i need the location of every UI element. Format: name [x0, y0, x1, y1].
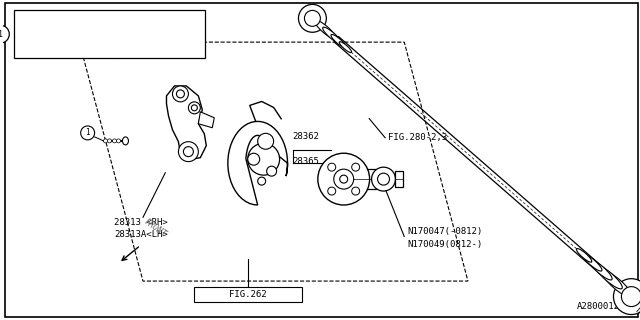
Text: 28313 <RH>: 28313 <RH> — [115, 218, 168, 227]
Circle shape — [305, 10, 321, 26]
Polygon shape — [228, 122, 287, 205]
Circle shape — [267, 166, 276, 176]
Circle shape — [352, 163, 360, 171]
Circle shape — [614, 279, 640, 315]
Text: FIG.262: FIG.262 — [229, 290, 267, 299]
Bar — [14, 10, 205, 58]
Bar — [396, 171, 403, 187]
Text: FRONT: FRONT — [143, 218, 168, 239]
Circle shape — [318, 153, 369, 205]
Circle shape — [113, 139, 116, 143]
Ellipse shape — [331, 35, 346, 48]
Circle shape — [333, 169, 354, 189]
Ellipse shape — [595, 265, 622, 289]
Text: ( -1201): ( -1201) — [138, 18, 181, 27]
Bar — [348, 169, 376, 189]
Circle shape — [340, 175, 348, 183]
Polygon shape — [198, 112, 214, 128]
Text: 1: 1 — [0, 30, 3, 39]
Circle shape — [177, 90, 184, 98]
Ellipse shape — [122, 137, 129, 145]
Text: M000238: M000238 — [45, 18, 83, 27]
Text: FIG.262: FIG.262 — [229, 292, 267, 301]
Circle shape — [116, 139, 120, 143]
Text: M000409: M000409 — [45, 42, 83, 51]
Circle shape — [172, 86, 188, 102]
Circle shape — [0, 25, 10, 43]
Circle shape — [248, 153, 260, 165]
Circle shape — [188, 102, 200, 114]
Circle shape — [378, 173, 390, 185]
Text: 28313A<LH>: 28313A<LH> — [115, 230, 168, 239]
Polygon shape — [166, 86, 206, 160]
Text: <1201- >: <1201- > — [138, 42, 181, 51]
Circle shape — [179, 142, 198, 162]
Text: 28365: 28365 — [292, 157, 319, 166]
Circle shape — [108, 139, 111, 143]
Circle shape — [258, 177, 266, 185]
Ellipse shape — [589, 260, 612, 280]
Bar — [194, 287, 302, 302]
Text: N170049(0812-): N170049(0812-) — [408, 240, 483, 249]
Circle shape — [621, 287, 640, 307]
Circle shape — [328, 187, 336, 195]
Ellipse shape — [577, 249, 592, 262]
Text: 1: 1 — [85, 128, 90, 137]
Ellipse shape — [583, 254, 602, 271]
Ellipse shape — [602, 270, 632, 298]
Circle shape — [248, 143, 280, 175]
Text: FIG.280-2,3: FIG.280-2,3 — [388, 133, 447, 142]
Circle shape — [372, 167, 396, 191]
Circle shape — [184, 147, 193, 156]
Ellipse shape — [323, 27, 341, 44]
Circle shape — [104, 139, 108, 143]
Text: A280001233: A280001233 — [577, 302, 630, 311]
Circle shape — [258, 133, 274, 149]
Text: 28362: 28362 — [292, 132, 319, 141]
Circle shape — [191, 105, 197, 111]
Ellipse shape — [339, 42, 351, 52]
Text: N170047(-0812): N170047(-0812) — [408, 227, 483, 236]
Circle shape — [81, 126, 95, 140]
Circle shape — [328, 163, 336, 171]
Circle shape — [352, 187, 360, 195]
Circle shape — [298, 4, 326, 32]
Ellipse shape — [314, 20, 336, 39]
